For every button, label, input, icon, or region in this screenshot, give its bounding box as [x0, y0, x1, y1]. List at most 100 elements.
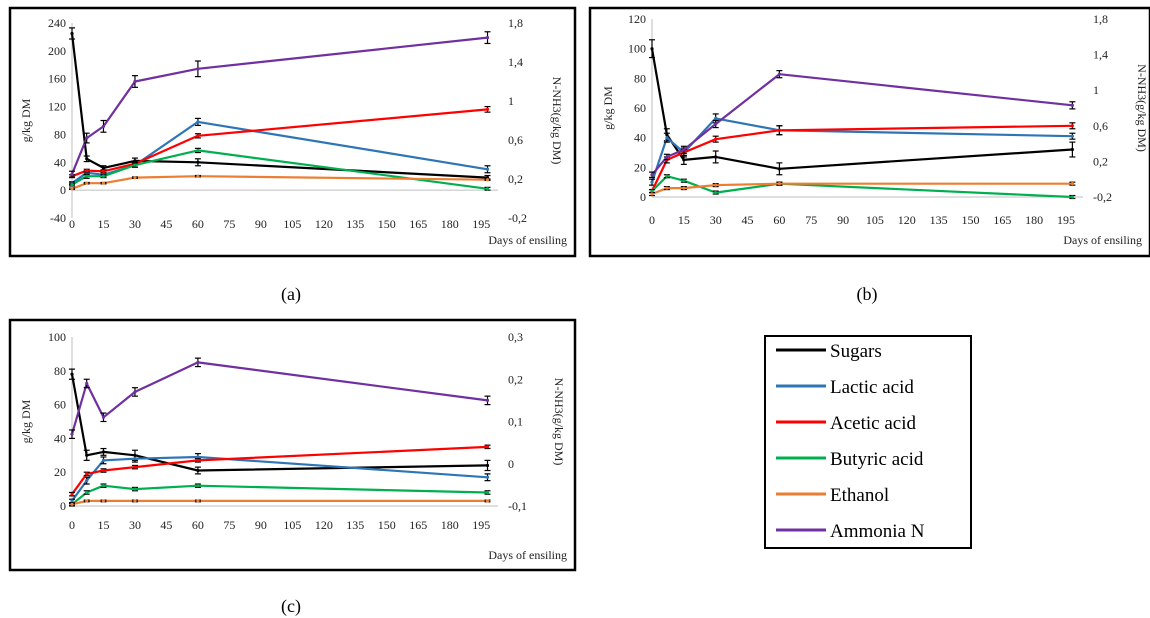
data-point-sugars [196, 160, 200, 164]
data-point-butyric-acid [196, 148, 200, 153]
x-tick-label: 105 [283, 518, 301, 532]
data-point-sugars [85, 453, 89, 457]
error-bar-ethanol [712, 183, 719, 188]
x-tick-label: 75 [805, 213, 817, 227]
y-tick-label: 100 [48, 330, 66, 344]
error-bar-sugars [776, 162, 783, 176]
x-tick-label: 90 [837, 213, 849, 227]
x-tick-label: 30 [129, 518, 141, 532]
error-bar-ammonia-n [131, 387, 138, 397]
data-point-ammonia-n [777, 72, 781, 76]
series-line-ammonia-n [70, 36, 488, 175]
error-bar-ammonia-n [194, 60, 201, 78]
data-point-lactic-acid [485, 475, 490, 479]
error-bar-butyric-acid [194, 483, 201, 489]
data-point-sugars [777, 167, 781, 171]
error-bar-ethanol [663, 186, 670, 191]
error-bar-lactic-acid [663, 132, 670, 143]
data-point-sugars [196, 468, 200, 473]
series-line-sugars [70, 33, 488, 179]
x-tick-label: 15 [97, 518, 109, 532]
y-tick-label: 40 [634, 131, 646, 145]
error-bar-acetic-acid [194, 458, 201, 463]
y-tick-label: 120 [628, 12, 646, 26]
y2-tick-label: 0,6 [508, 133, 523, 147]
data-point-butyric-acid [133, 163, 137, 167]
data-point-acetic-acid [101, 468, 106, 473]
data-point-ethanol [85, 499, 89, 503]
data-point-ethanol [682, 186, 686, 190]
y2-tick-label: 0,2 [508, 372, 523, 386]
data-point-sugars [85, 157, 89, 161]
x-tick-label: 150 [378, 217, 396, 231]
x-tick-label: 195 [472, 518, 490, 532]
error-bar-ammonia-n [680, 145, 687, 154]
x-tick-label: 195 [472, 217, 490, 231]
error-bar-ethanol [69, 187, 75, 191]
error-bar-ammonia-n [100, 412, 107, 423]
data-point-lactic-acid [196, 455, 200, 459]
error-bar-ammonia-n [100, 119, 107, 133]
error-bar-ethanol [69, 502, 75, 506]
error-bar-ammonia-n [649, 171, 655, 179]
error-bar-butyric-acid [712, 190, 719, 195]
legend-label-ammonia-n: Ammonia N [830, 521, 925, 542]
data-point-ethanol [485, 499, 490, 503]
x-tick-label: 90 [255, 518, 267, 532]
error-bar-lactic-acid [194, 117, 201, 126]
data-point-sugars [714, 155, 718, 159]
y-tick-label: 60 [634, 101, 646, 115]
error-bar-ammonia-n [83, 378, 90, 389]
data-point-ammonia-n [196, 67, 200, 71]
data-point-sugars [70, 31, 74, 36]
y-tick-label: 20 [54, 465, 66, 479]
x-axis-title: Days of ensiling [488, 233, 567, 247]
x-tick-label: 135 [346, 518, 364, 532]
error-bar-sugars [83, 449, 90, 461]
data-point-ethanol [650, 192, 654, 196]
y-axis-title: g/kg DM [19, 399, 33, 443]
x-tick-label: 135 [930, 213, 948, 227]
data-point-acetic-acid [133, 465, 137, 469]
y2-axis-title: N-NH3(g/kg DM) [1135, 64, 1149, 152]
data-point-ammonia-n [70, 172, 74, 176]
x-tick-label: 15 [97, 217, 109, 231]
data-point-lactic-acid [133, 457, 137, 461]
error-bar-sugars [69, 368, 75, 380]
x-axis-title: Days of ensiling [1063, 233, 1142, 247]
error-bar-ethanol [1069, 181, 1076, 186]
series-line-lactic-acid [650, 117, 1073, 183]
data-point-lactic-acid [650, 180, 654, 184]
data-point-acetic-acid [85, 472, 89, 476]
data-point-butyric-acid [650, 189, 654, 193]
y-tick-label: 80 [54, 127, 66, 141]
x-tick-label: 120 [315, 217, 333, 231]
data-point-ethanol [85, 181, 89, 185]
y2-tick-label: 1,8 [1093, 12, 1108, 26]
legend-label-sugars: Sugars [830, 341, 882, 362]
series-line-sugars [650, 48, 1073, 170]
series-line-acetic-acid [651, 124, 1073, 192]
series-line-acetic-acid [71, 445, 488, 495]
chart-frame [8, 318, 577, 572]
y-tick-label: 240 [48, 16, 66, 30]
error-bar-sugars [194, 158, 201, 167]
data-point-butyric-acid [133, 487, 137, 491]
error-bar-acetic-acid [484, 105, 491, 113]
y2-tick-label: 0,2 [1093, 154, 1108, 168]
data-point-ethanol [101, 181, 106, 185]
x-tick-label: 0 [69, 217, 75, 231]
error-bar-ethanol [484, 178, 491, 182]
error-bar-ethanol [100, 499, 107, 503]
data-point-acetic-acid [70, 492, 74, 496]
x-tick-label: 180 [441, 217, 459, 231]
error-bar-butyric-acid [1069, 194, 1076, 200]
error-bar-butyric-acid [131, 486, 138, 492]
x-tick-label: 15 [678, 213, 690, 227]
error-bar-butyric-acid [83, 490, 90, 495]
legend-label-butyric-acid: Butyric acid [830, 449, 924, 470]
x-tick-label: 75 [223, 217, 235, 231]
data-point-lactic-acid [85, 479, 89, 483]
error-bar-acetic-acid [100, 468, 107, 473]
error-bar-ammonia-n [484, 31, 491, 45]
